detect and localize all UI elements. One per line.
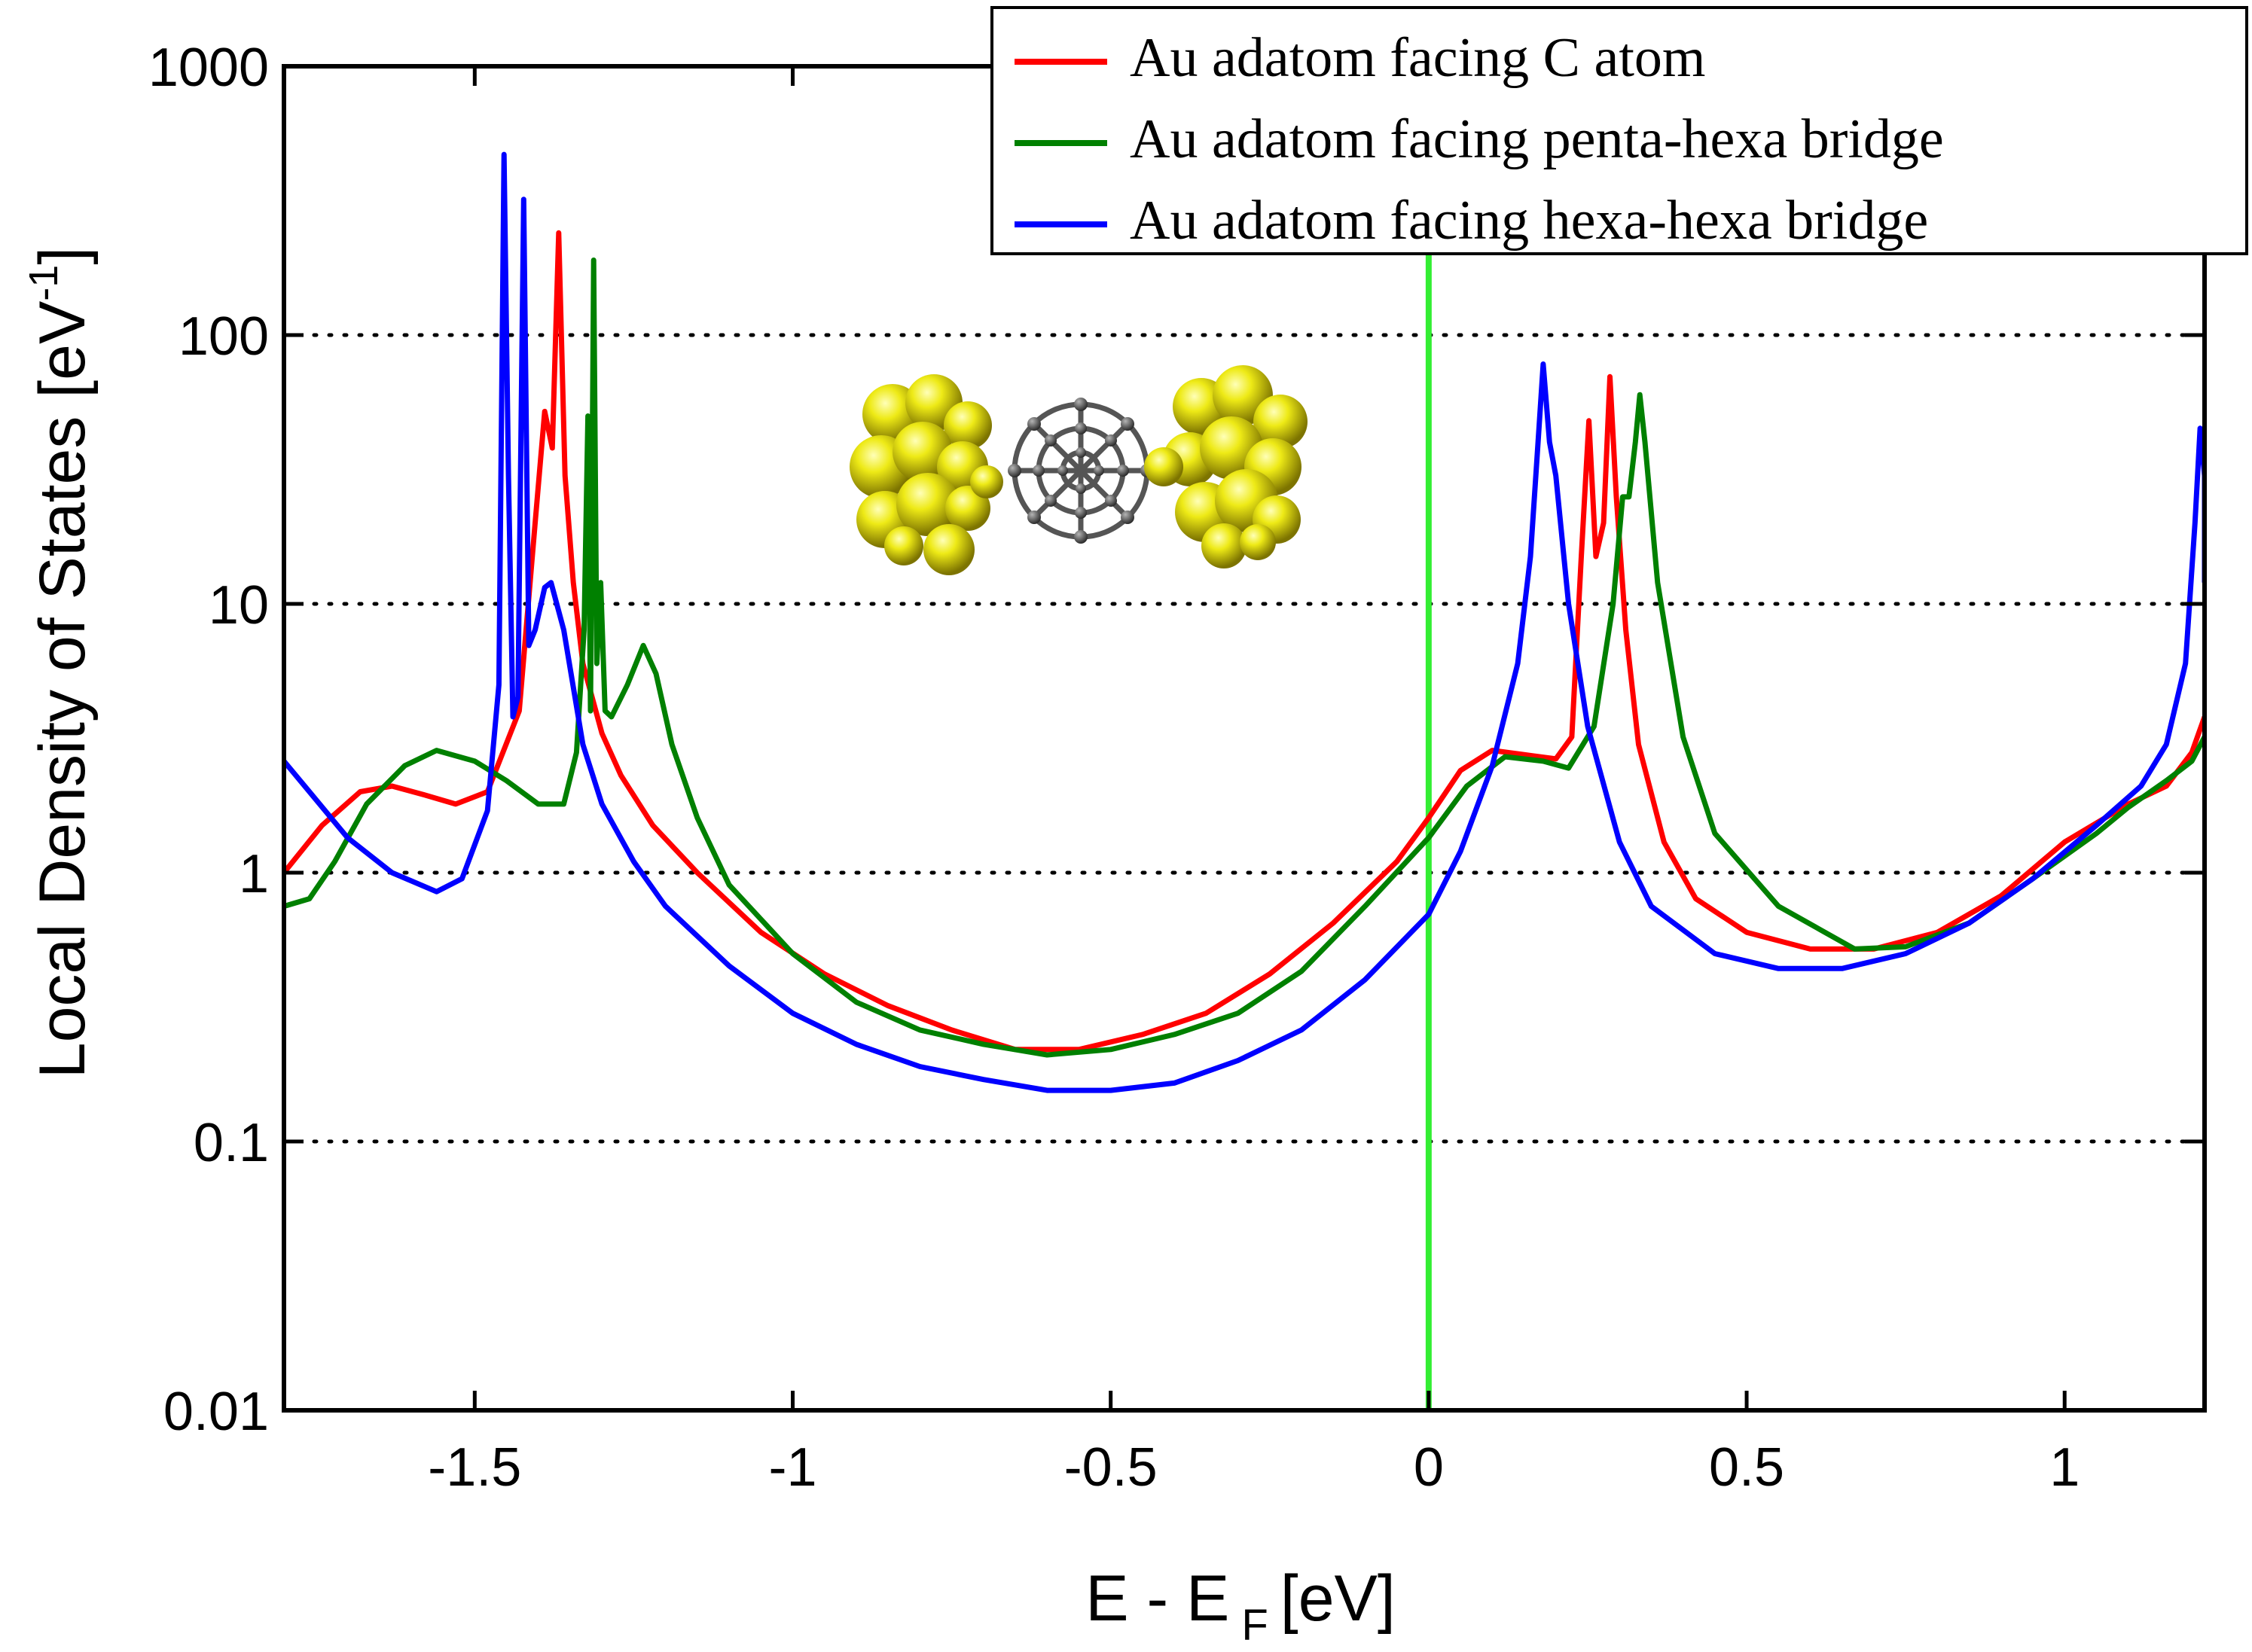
x-axis-label-unit: [eV]	[1280, 1562, 1396, 1635]
y-tick-label: 10	[209, 575, 269, 636]
legend-box	[990, 6, 2248, 255]
x-tick-label: 1	[2049, 1437, 2080, 1498]
x-tick-label: -1	[768, 1437, 816, 1498]
y-tick-label: 100	[179, 306, 269, 367]
axis-ticks: -1.5 -1 -0.5 0 0.5 1 0.01 0.1 1 10 100 1000	[148, 38, 2205, 1498]
y-tick-label: 1000	[148, 38, 269, 98]
x-axis-label-subscript: F	[1241, 1601, 1268, 1650]
plot-frame	[282, 64, 2207, 1413]
x-tick-label: 0	[1414, 1437, 1444, 1498]
left-gold-cluster	[850, 374, 1003, 575]
y-axis-label-main: Local Density of States [eV	[26, 301, 99, 1079]
molecular-junction-inset	[850, 365, 1308, 575]
x-axis-label-main: E - E	[1085, 1562, 1229, 1635]
legend: Au adatom facing C atom Au adatom facing…	[990, 6, 2248, 255]
y-tick-label: 0.01	[163, 1382, 269, 1442]
legend-label-hexa-hexa: Au adatom facing hexa-hexa bridge	[1130, 190, 1928, 251]
series-line-0	[284, 230, 2205, 1053]
x-tick-label: 0.5	[1709, 1437, 1784, 1498]
legend-label-c-atom: Au adatom facing C atom	[1130, 27, 1705, 89]
series-line-1	[284, 258, 2205, 1058]
legend-label-penta-hexa: Au adatom facing penta-hexa bridge	[1130, 108, 1944, 170]
y-tick-label: 0.1	[194, 1113, 269, 1173]
data-series	[284, 151, 2205, 1093]
y-tick-label: 1	[239, 844, 269, 904]
c60-atoms	[1008, 398, 1154, 544]
right-gold-cluster	[1144, 365, 1308, 568]
x-axis-label: E - E F [eV]	[1085, 1562, 1396, 1650]
y-axis-label-close: ]	[26, 247, 99, 265]
series-line-2	[284, 151, 2205, 1093]
x-tick-label: -0.5	[1064, 1437, 1158, 1498]
y-axis-label-superscript: -1	[21, 265, 66, 301]
x-tick-label: -1.5	[428, 1437, 521, 1498]
gridlines	[282, 333, 2207, 1144]
y-axis-label: Local Density of States [eV-1]	[21, 247, 99, 1078]
